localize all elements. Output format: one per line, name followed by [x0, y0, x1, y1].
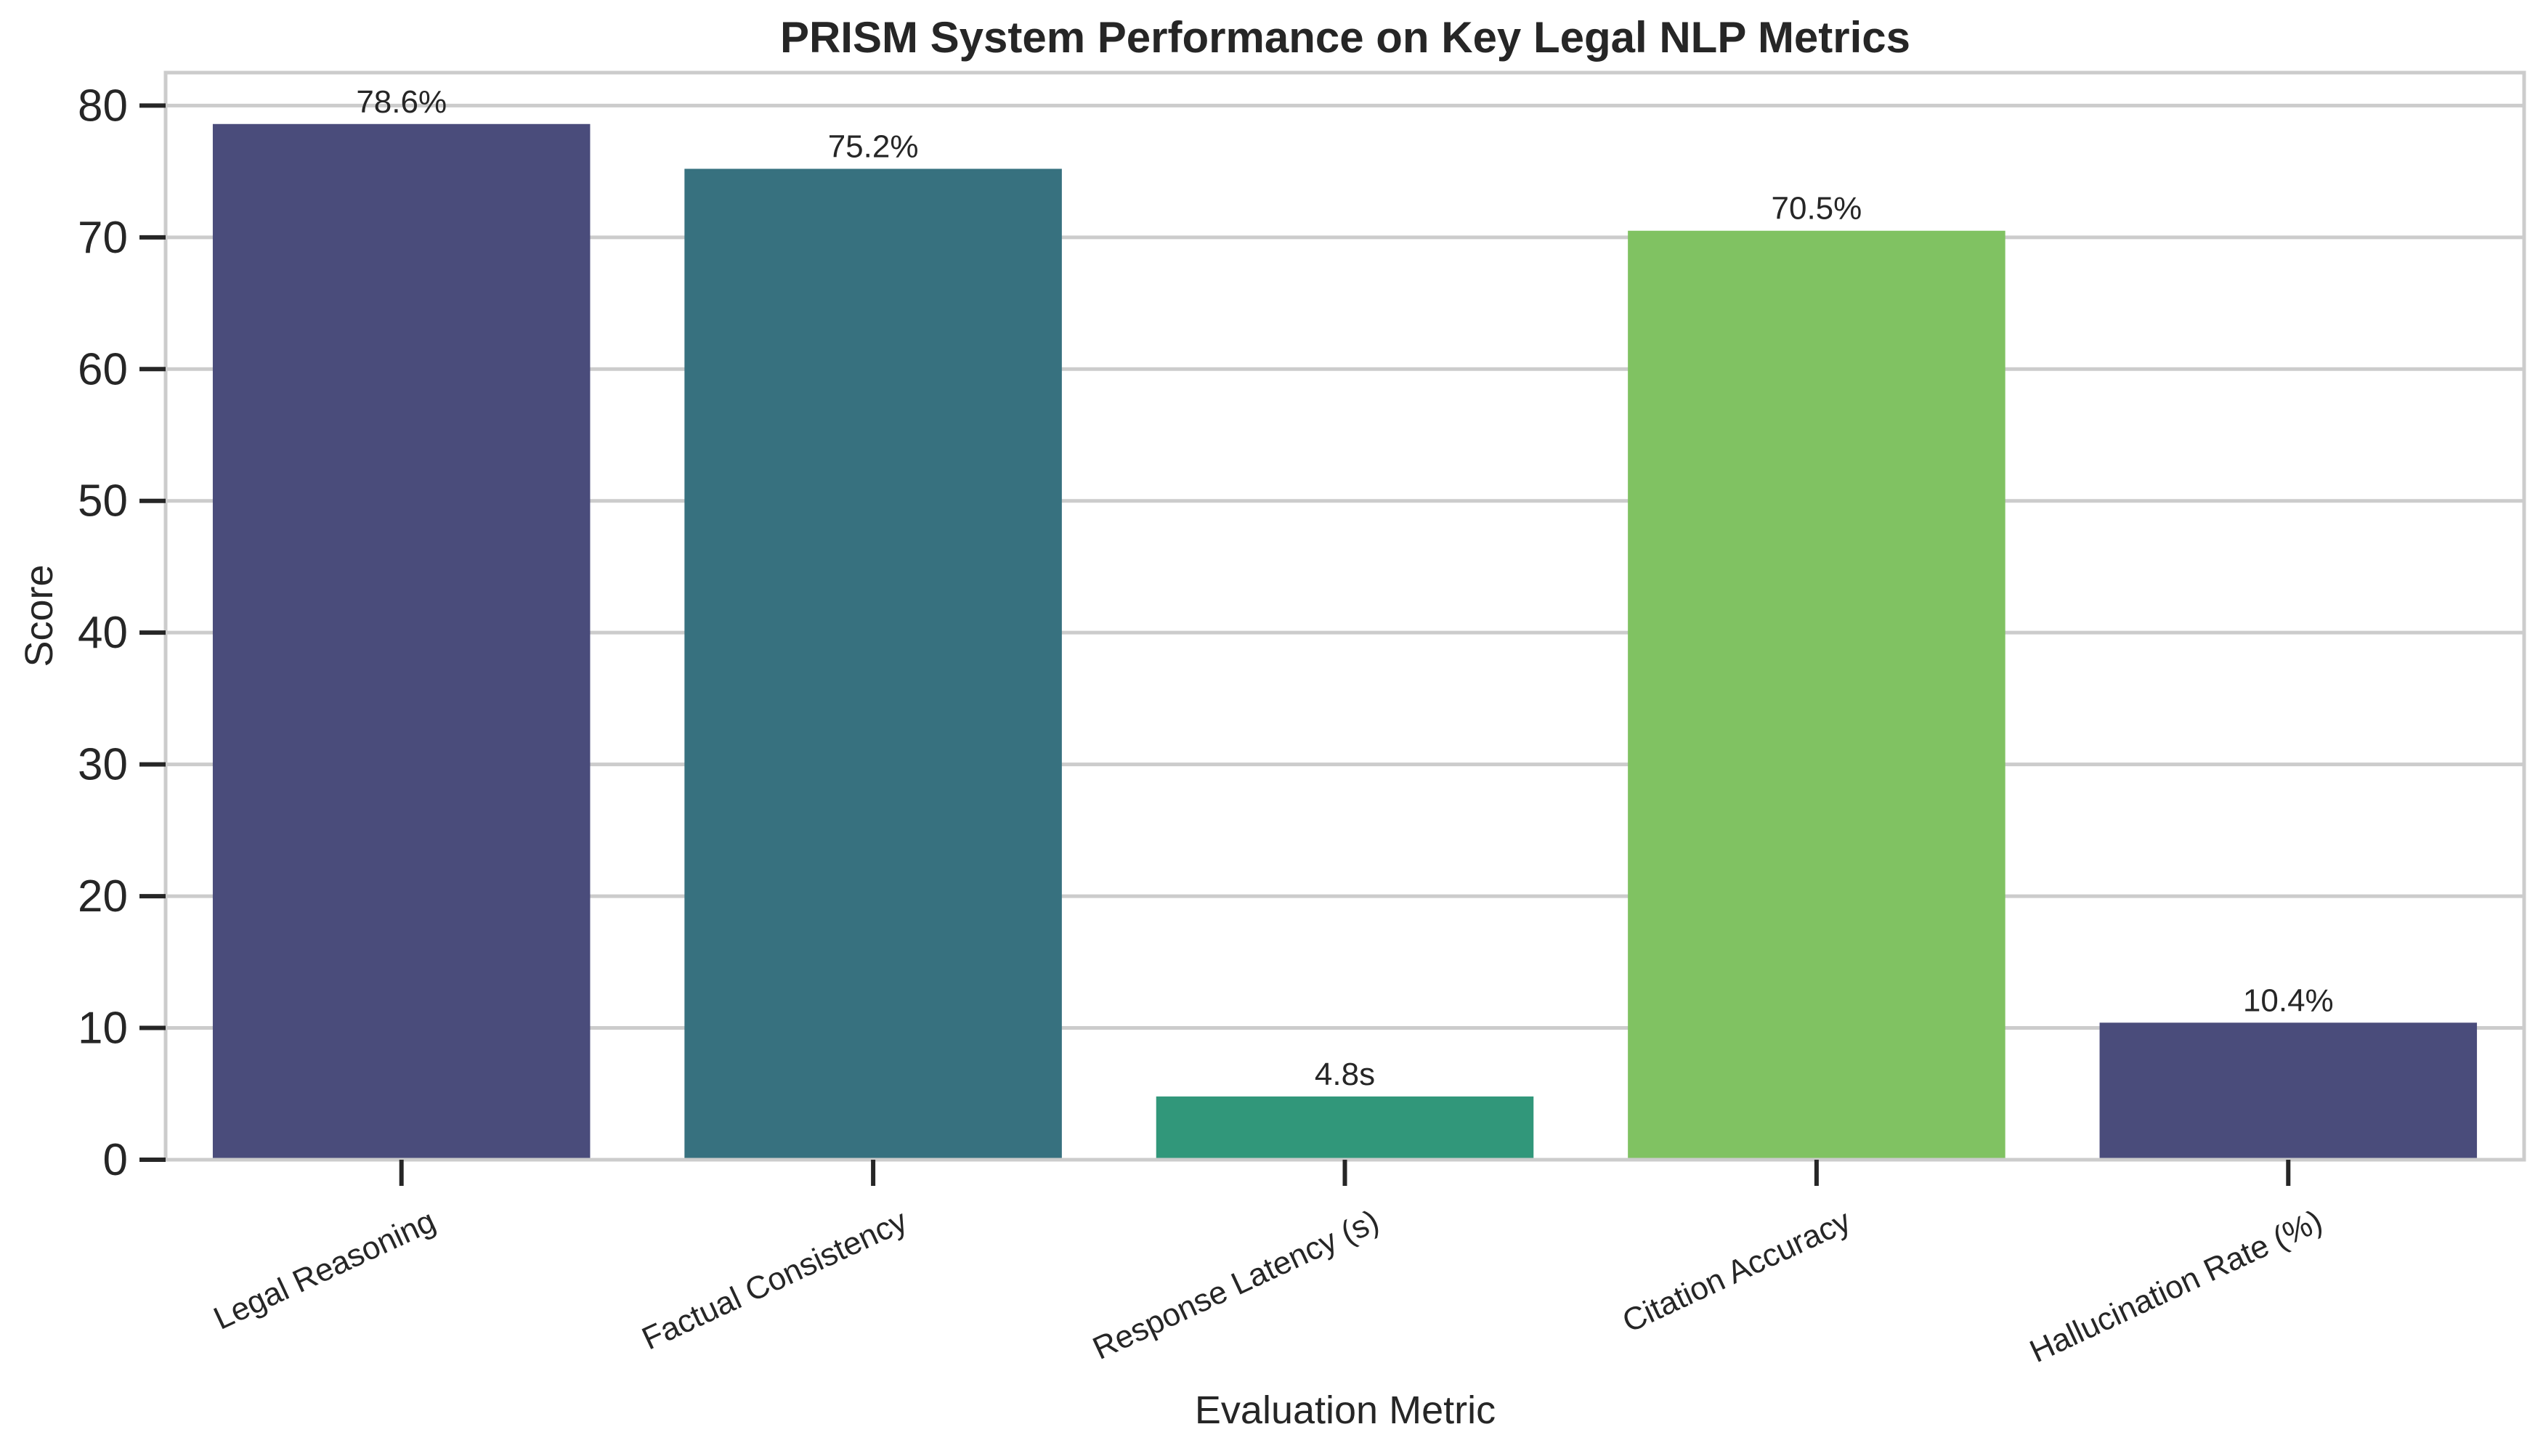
x-tick-label: Factual Consistency — [637, 1203, 913, 1357]
value-label: 75.2% — [828, 129, 919, 164]
value-labels: 78.6% 75.2% 4.8s 70.5% 10.4% — [356, 84, 2333, 1092]
y-tick-label: 70 — [78, 213, 128, 263]
y-tick-label: 50 — [78, 476, 128, 526]
bar — [1156, 1096, 1534, 1160]
y-tick-label: 60 — [78, 344, 128, 394]
x-tick-label: Citation Accuracy — [1617, 1203, 1856, 1340]
bar — [2099, 1022, 2478, 1160]
y-tick-label: 80 — [78, 81, 128, 131]
value-label: 10.4% — [2243, 983, 2334, 1018]
value-label: 4.8s — [1315, 1057, 1375, 1092]
chart-title: PRISM System Performance on Key Legal NL… — [780, 13, 1910, 62]
y-tick-label: 0 — [103, 1135, 128, 1185]
y-axis-label: Score — [17, 564, 61, 667]
y-tick-label: 20 — [78, 871, 128, 922]
y-tick-label: 40 — [78, 608, 128, 658]
y-ticks: 0 10 20 30 40 50 60 70 80 — [78, 81, 166, 1185]
bar — [212, 123, 591, 1160]
y-tick-label: 30 — [78, 740, 128, 790]
bar — [1628, 230, 2005, 1160]
x-tick-label: Hallucination Rate (%) — [2024, 1203, 2327, 1370]
x-tick-label: Response Latency (s) — [1087, 1203, 1384, 1367]
x-ticks: Legal Reasoning Factual Consistency Respon… — [208, 1160, 2328, 1370]
x-tick-label: Legal Reasoning — [208, 1203, 441, 1337]
y-tick-label: 10 — [78, 1004, 128, 1054]
x-axis-label: Evaluation Metric — [1195, 1388, 1496, 1432]
bars — [212, 123, 2478, 1160]
value-label: 70.5% — [1772, 191, 1862, 227]
value-label: 78.6% — [356, 84, 447, 120]
bar — [684, 168, 1062, 1160]
